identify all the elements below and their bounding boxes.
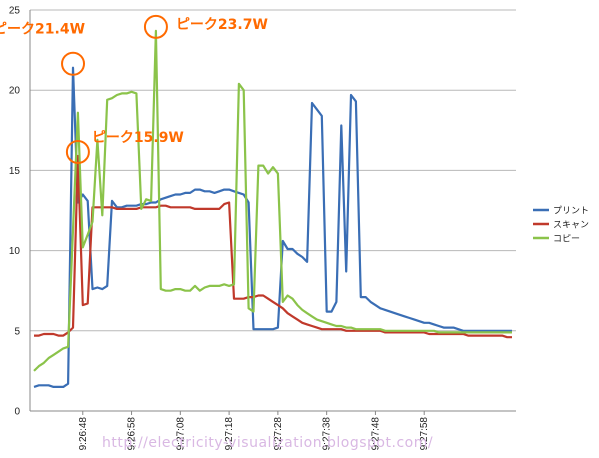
watermark-text: http://electricity-visualization.blogspo… <box>102 435 433 451</box>
series-line-0 <box>33 66 512 388</box>
legend-label-2: コピー <box>553 234 580 245</box>
x-tick-label: 9:27:38 <box>322 417 333 451</box>
x-tick-label: 9:26:58 <box>127 417 138 451</box>
peak-marker-circle <box>143 14 168 39</box>
series-line-1 <box>34 154 512 339</box>
series-lines <box>33 29 512 388</box>
x-tick-label: 9:27:58 <box>419 417 430 451</box>
x-tick-label: 9:26:48 <box>78 417 89 451</box>
x-tick-label: 9:27:08 <box>175 417 186 451</box>
peak-annotations: ピーク21.4W ピーク15.9W ピーク23.7W <box>0 14 268 164</box>
y-tick-label: 25 <box>9 6 21 17</box>
series-line-2 <box>33 29 512 372</box>
y-tick-label: 5 <box>14 326 20 337</box>
x-tick-label: 9:27:18 <box>224 417 235 451</box>
y-tick-label: 0 <box>14 407 20 418</box>
peak-annotation-label: ピーク21.4W <box>0 22 85 38</box>
peak-annotation-label: ピーク23.7W <box>176 17 268 33</box>
x-tick-label: 9:27:48 <box>370 417 381 451</box>
legend-label-1: スキャン <box>553 221 589 231</box>
y-tick-label: 20 <box>9 86 21 97</box>
legend-label-0: プリント <box>553 206 589 217</box>
peak-marker-circle <box>61 51 86 76</box>
peak-annotation-label: ピーク15.9W <box>92 130 184 146</box>
axes: 0 5 10 15 20 25 9:26:48 9:26:58 9:27:08 9:27:18 9:… <box>9 6 516 451</box>
y-tick-label: 10 <box>9 246 21 257</box>
y-tick-label: 15 <box>9 166 21 177</box>
x-tick-label: 9:27:28 <box>273 417 284 451</box>
peak-marker-circle <box>65 139 90 164</box>
